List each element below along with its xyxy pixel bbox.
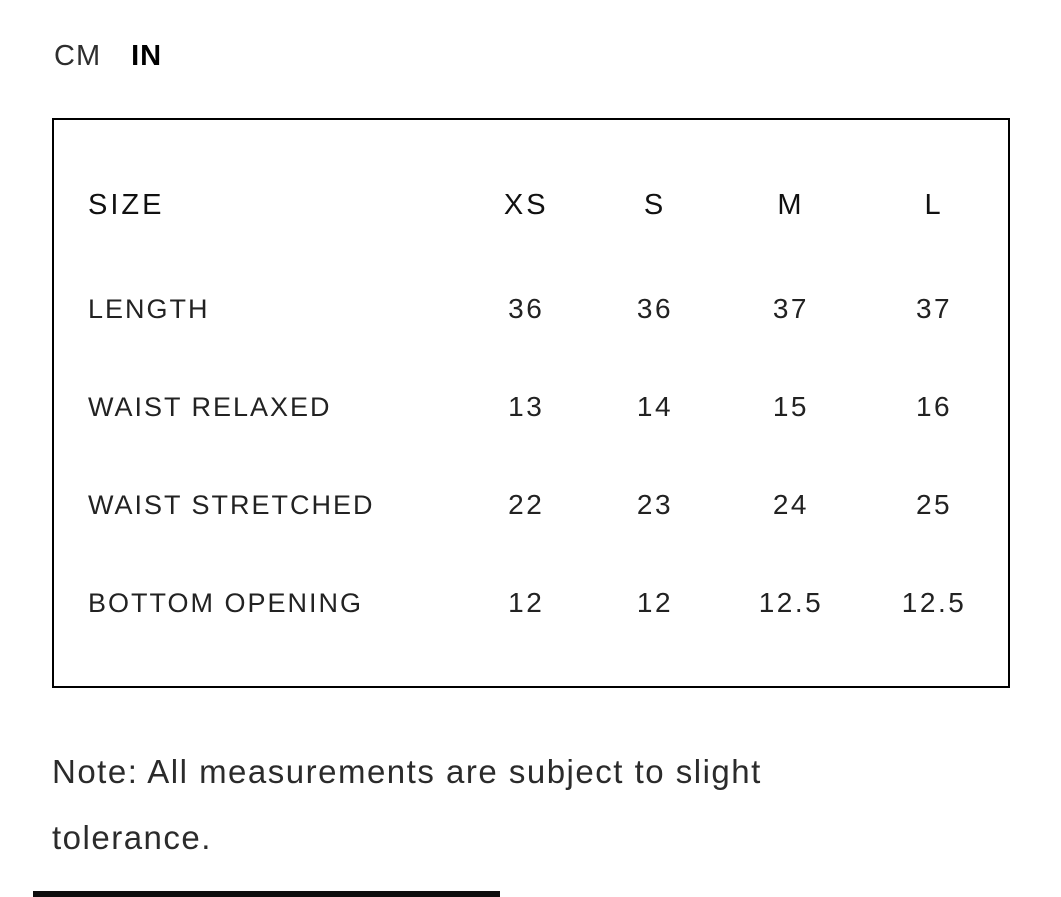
row-label: LENGTH [88,294,210,324]
cell-value: 16 [915,391,953,422]
size-chart-table-container: SIZE XS S M L LENGTH 36 36 37 37 WAIST R… [52,118,1010,688]
cell-value: 12 [636,587,674,618]
table-row-waist-relaxed: WAIST RELAXED 13 14 15 16 [54,354,1008,452]
cell-value: 12 [508,587,545,618]
cell-value: 36 [508,293,545,324]
row-label: BOTTOM OPENING [88,588,364,618]
cell-value: 36 [636,293,674,324]
table-row-bottom-opening: BOTTOM OPENING 12 12 12.5 12.5 [54,550,1008,648]
cell-value: 22 [508,489,545,520]
table-row-waist-stretched: WAIST STRETCHED 22 23 24 25 [54,452,1008,550]
unit-toggle: CM IN [54,40,162,72]
size-chart-table: SIZE XS S M L LENGTH 36 36 37 37 WAIST R… [54,120,1008,648]
unit-option-cm[interactable]: CM [54,40,102,72]
unit-option-in[interactable]: IN [131,40,163,72]
row-label: WAIST RELAXED [88,392,332,422]
cell-value: 12.5 [901,587,967,618]
cell-value: 23 [636,489,674,520]
table-header-row: SIZE XS S M L [54,120,1008,256]
column-header-xs: XS [503,189,549,221]
cell-value: 14 [636,391,674,422]
column-header-s: S [643,189,667,221]
cell-value: 15 [772,391,810,422]
cell-value: 37 [772,293,810,324]
cell-value: 37 [915,293,953,324]
partial-section-divider [33,891,500,897]
note-line-2: tolerance. [52,819,212,856]
column-header-m: M [777,189,805,221]
row-label: WAIST STRETCHED [88,490,375,520]
note-line-1: Note: All measurements are subject to sl… [52,753,762,790]
cell-value: 24 [772,489,810,520]
column-header-size: SIZE [88,189,165,221]
column-header-l: L [924,189,944,221]
table-row-length: LENGTH 36 36 37 37 [54,256,1008,354]
tolerance-note: Note: All measurements are subject to sl… [52,739,992,871]
cell-value: 13 [508,391,545,422]
cell-value: 25 [915,489,953,520]
cell-value: 12.5 [758,587,824,618]
